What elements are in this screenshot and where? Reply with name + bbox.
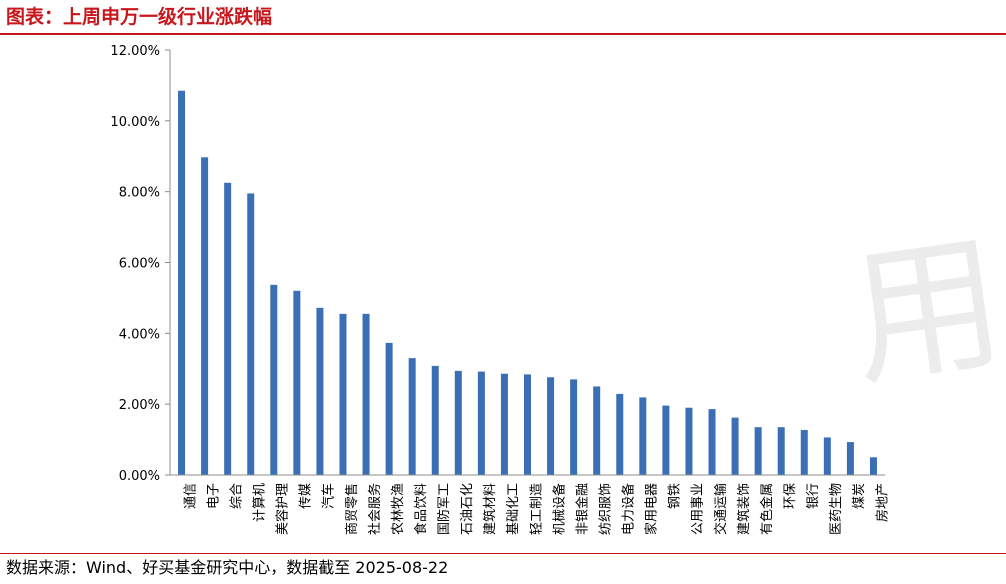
bar bbox=[408, 358, 416, 475]
bar bbox=[293, 290, 301, 475]
bar bbox=[777, 427, 785, 475]
x-tick-label: 交通运输 bbox=[713, 483, 729, 535]
y-tick-label: 0.00% bbox=[119, 469, 160, 484]
bar bbox=[547, 377, 555, 475]
bar bbox=[731, 417, 739, 475]
bar bbox=[846, 442, 854, 475]
x-tick-label: 钢铁 bbox=[668, 483, 683, 509]
x-tick-label: 机械设备 bbox=[551, 483, 567, 535]
x-tick-label: 综合 bbox=[229, 483, 244, 509]
bar bbox=[616, 393, 624, 475]
bar bbox=[316, 307, 324, 475]
x-tick-label: 医药生物 bbox=[829, 483, 844, 535]
x-tick-label: 银行 bbox=[806, 483, 821, 509]
y-tick-label: 4.00% bbox=[119, 327, 160, 342]
x-tick-label: 汽车 bbox=[321, 483, 337, 509]
x-tick-label: 商贸零售 bbox=[344, 483, 360, 535]
x-tick-label: 通信 bbox=[183, 483, 198, 509]
bar bbox=[685, 407, 693, 475]
y-tick-label: 2.00% bbox=[119, 398, 160, 413]
y-tick-label: 10.00% bbox=[110, 115, 160, 130]
bar bbox=[431, 365, 439, 475]
x-tick-label: 传媒 bbox=[299, 483, 314, 509]
bar bbox=[477, 371, 485, 475]
bar bbox=[224, 182, 232, 475]
footer-divider bbox=[0, 553, 1006, 554]
bars bbox=[178, 90, 877, 476]
bar bbox=[385, 342, 393, 475]
x-tick-label: 纺织服饰 bbox=[598, 483, 613, 535]
x-tick-label: 社会服务 bbox=[367, 483, 383, 535]
x-tick-label: 房地产 bbox=[874, 483, 890, 522]
x-tick-label: 煤炭 bbox=[852, 483, 867, 509]
x-tick-label: 国防军工 bbox=[436, 483, 452, 535]
y-tick-label: 8.00% bbox=[119, 186, 160, 201]
x-tick-label: 公用事业 bbox=[691, 483, 706, 535]
bar bbox=[247, 193, 255, 475]
bar bbox=[754, 427, 762, 475]
bar bbox=[570, 379, 578, 475]
x-tick-label: 美容护理 bbox=[275, 483, 291, 535]
x-tick-label: 石油石化 bbox=[460, 483, 475, 535]
x-tick-label: 电子 bbox=[206, 483, 221, 509]
x-tick-label: 家用电器 bbox=[644, 483, 660, 535]
bar bbox=[454, 370, 462, 475]
x-tick-label: 非银金融 bbox=[574, 483, 590, 535]
y-axis: 0.00% 2.00% 4.00% 6.00% 8.00% 10.00% 12.00% bbox=[110, 44, 171, 484]
bar bbox=[800, 430, 808, 475]
page-title: 图表：上周申万一级行业涨跌幅 bbox=[6, 6, 273, 28]
x-tick-label: 农林牧渔 bbox=[391, 483, 406, 535]
x-tick-label: 基础化工 bbox=[506, 483, 521, 535]
x-tick-label: 有色金属 bbox=[759, 483, 775, 535]
source-note: 数据来源：Wind、好买基金研究中心，数据截至 2025-08-22 bbox=[6, 558, 449, 577]
bar bbox=[201, 157, 209, 475]
bar bbox=[708, 409, 716, 475]
x-tick-label: 计算机 bbox=[253, 483, 268, 522]
bar bbox=[639, 397, 647, 475]
bar bbox=[593, 386, 601, 475]
bar bbox=[823, 437, 831, 475]
x-tick-label: 建筑装饰 bbox=[736, 483, 752, 535]
bar bbox=[270, 284, 278, 475]
y-tick-label: 6.00% bbox=[119, 257, 160, 272]
y-tick-label: 12.00% bbox=[110, 44, 160, 59]
bar bbox=[500, 373, 508, 475]
x-tick-label: 电力设备 bbox=[621, 483, 637, 535]
bar bbox=[339, 313, 347, 475]
x-axis: 通信 电子 综合 计算机 美容护理 传媒 汽车 商贸零售 社会服务 农林牧渔 食品饮料 国防军工 石油石… bbox=[170, 474, 890, 535]
bar bbox=[178, 90, 186, 476]
title-divider bbox=[0, 33, 1006, 35]
bar bbox=[662, 405, 670, 475]
bar bbox=[869, 457, 877, 475]
bar-chart: 0.00% 2.00% 4.00% 6.00% 8.00% 10.00% 12.00% 通信… bbox=[110, 44, 890, 535]
bar bbox=[524, 374, 531, 475]
x-tick-label: 食品饮料 bbox=[413, 483, 429, 535]
x-tick-label: 环保 bbox=[783, 483, 798, 509]
x-tick-label: 轻工制造 bbox=[529, 483, 544, 535]
bar bbox=[362, 313, 370, 475]
x-tick-label: 建筑材料 bbox=[482, 483, 498, 535]
